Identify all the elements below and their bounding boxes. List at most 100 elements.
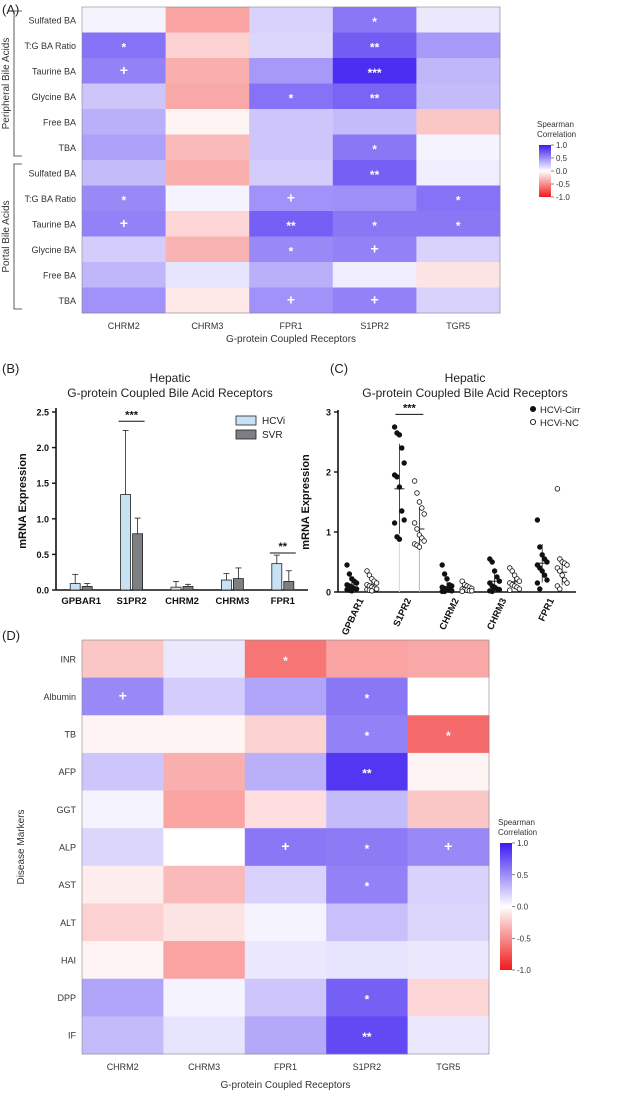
heatmap-a: ** **+ **** ****** + *+ ** * ** ++ +Sulfated BAT:G… (1, 6, 501, 345)
heatmap-cell-taurine-ba-tgr5 (416, 58, 501, 84)
colorbar-tick-label: -1.0 (517, 966, 531, 975)
group-label: Portal Bile Acids (1, 200, 12, 272)
y-axis-title: mRNA Expression (17, 453, 29, 549)
heatmap-cell-hai-tgr5 (407, 941, 490, 980)
data-point-hcvi-cirr (534, 517, 541, 523)
data-point-hcvi-cirr (401, 517, 407, 523)
data-point-hcvi-cirr (444, 576, 450, 582)
significance-mark: * (365, 729, 370, 743)
significance-mark: ** (370, 40, 380, 54)
heatmap-cell-t-g-ba-ratio-chrm3 (165, 32, 250, 59)
data-point-hcvi-nc (459, 588, 465, 595)
heatmap-cell-tba-tgr5 (416, 287, 501, 314)
data-point-hcvi-cirr (396, 484, 403, 490)
heatmap-cell-alt-s1pr2 (326, 903, 408, 942)
column-label: CHRM3 (191, 321, 223, 331)
heatmap-cell-taurine-ba-s1pr2 (332, 58, 417, 84)
significance-mark: * (365, 880, 370, 894)
legend-label: HCVi-NC (540, 418, 579, 429)
colorbar-tick-label: 1.0 (517, 839, 529, 848)
bar-svr-fpr1 (283, 581, 295, 591)
bar-hcvi-chrm2 (170, 586, 182, 591)
row-label: TBA (58, 143, 76, 153)
data-point-hcvi-cirr (399, 445, 405, 451)
legend-marker (529, 418, 537, 426)
significance-mark: * (283, 654, 288, 668)
heatmap-cell-tba-chrm2 (82, 287, 166, 314)
data-point-hcvi-cirr (349, 588, 355, 594)
colorbar-tick-label: 0.0 (517, 903, 529, 912)
heatmap-cell-afp-chrm2 (82, 752, 164, 791)
x-axis-title: G-protein Coupled Receptors (220, 1080, 350, 1091)
heatmap-cell-t-g-ba-ratio-chrm3 (165, 185, 250, 212)
legend-swatch (235, 429, 257, 440)
heatmap-cell-dpp-fpr1 (244, 978, 327, 1017)
heatmap-cell-taurine-ba-fpr1 (249, 58, 334, 84)
heatmap-cell-free-ba-fpr1 (249, 109, 334, 135)
heatmap-cell-ast-tgr5 (407, 865, 490, 904)
heatmap-cell-alt-chrm2 (82, 903, 164, 942)
significance-label: *** (125, 409, 139, 421)
heatmap-cell-if-fpr1 (244, 1016, 327, 1055)
row-label: Glycine BA (31, 92, 76, 102)
data-point-hcvi-cirr (496, 586, 503, 593)
data-point-hcvi-nc (516, 586, 523, 592)
data-point-hcvi-nc (414, 526, 420, 532)
data-point-hcvi-nc (416, 544, 423, 550)
heatmap-cell-t-g-ba-ratio-tgr5 (416, 185, 501, 212)
panel-label-a: (A) (2, 2, 19, 17)
significance-mark: ** (362, 1030, 372, 1044)
bar-svr-chrm3 (232, 578, 244, 591)
data-point-hcvi-nc (373, 586, 380, 592)
heatmap-cell-inr-tgr5 (407, 640, 490, 679)
heatmap-cell-sulfated-ba-tgr5 (416, 160, 501, 186)
data-point-hcvi-cirr (539, 568, 545, 574)
significance-mark: * (365, 691, 370, 705)
heatmap-cell-albumin-chrm2 (82, 677, 164, 716)
data-point-hcvi-nc (557, 568, 563, 574)
significance-mark: * (289, 91, 294, 105)
row-label: HAI (61, 955, 76, 965)
heatmap-frame (81, 639, 490, 1055)
data-point-hcvi-nc (416, 499, 423, 505)
legend-marker (529, 405, 537, 413)
heatmap-cell-afp-s1pr2 (326, 752, 408, 791)
heatmap-cell-free-ba-chrm3 (165, 109, 250, 135)
heatmap-cell-glycine-ba-s1pr2 (332, 83, 417, 110)
heatmap-cell-dpp-chrm2 (82, 978, 164, 1017)
group-label: Peripheral Bile Acids (1, 38, 12, 130)
significance-mark: + (287, 291, 295, 307)
heatmap-cell-inr-s1pr2 (326, 640, 408, 679)
column-label: S1PR2 (353, 1062, 382, 1072)
heatmap-cell-free-ba-chrm2 (82, 262, 166, 288)
significance-mark: * (372, 142, 377, 156)
significance-mark: * (121, 40, 126, 54)
heatmap-cell-afp-tgr5 (407, 752, 490, 791)
colorbar-title-line2: Correlation (498, 828, 537, 837)
heatmap-cell-alp-tgr5 (407, 828, 490, 867)
heatmap-cell-dpp-chrm3 (163, 978, 246, 1017)
data-point-hcvi-cirr (494, 574, 500, 580)
significance-mark: * (372, 15, 377, 29)
panel-label-b: (B) (2, 361, 19, 376)
heatmap-cell-sulfated-ba-s1pr2 (332, 7, 417, 33)
column-label: FPR1 (274, 1062, 297, 1072)
significance-mark: + (119, 687, 127, 703)
heatmap-cell-tba-chrm3 (165, 287, 250, 314)
heatmap-cell-t-g-ba-ratio-chrm2 (82, 32, 166, 59)
data-point-hcvi-nc (373, 580, 380, 586)
significance-mark: ** (370, 91, 380, 105)
colorbar-tick-label: -0.5 (517, 934, 531, 943)
heatmap-cell-albumin-fpr1 (244, 677, 327, 716)
significance-mark: + (444, 838, 452, 854)
group-bracket (13, 10, 22, 157)
data-point-hcvi-cirr (441, 571, 448, 577)
row-label: AST (58, 880, 76, 890)
data-point-hcvi-cirr (401, 460, 407, 466)
data-point-hcvi-cirr (346, 571, 353, 577)
significance-mark: ** (286, 219, 296, 233)
y-axis-title: mRNA Expression (300, 454, 312, 550)
